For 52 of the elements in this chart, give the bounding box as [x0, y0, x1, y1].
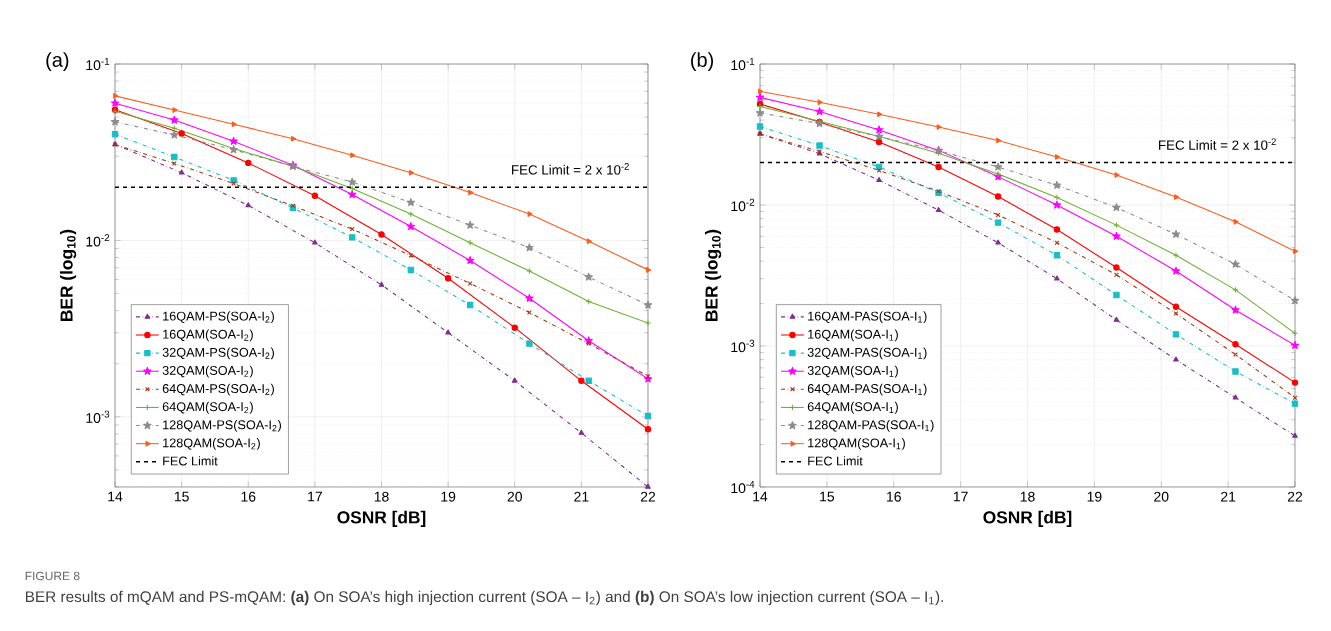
legend-label: 16QAM-PS(SOA-I$_{2}$) — [163, 311, 274, 324]
y-tick-label: 10$^{-3}$ — [731, 339, 755, 353]
caption: FIGURE 8 — [25, 571, 80, 581]
x-tick-label: 14 — [108, 491, 123, 502]
legend-label: 32QAM-PS(SOA-I$_{2}$) — [162, 347, 274, 360]
x-tick-label: 17 — [953, 491, 968, 502]
y-tick-label: 10$^{-2}$ — [86, 234, 110, 247]
legend-label: 32QAM-PAS(SOA-I$_{1}$) — [807, 347, 927, 360]
y-tick-label: 10$^{-1}$ — [86, 57, 110, 71]
y-axis-title: BER (log$_{10}$) — [59, 229, 77, 321]
legend-label: 32QAM(SOA-I$_{2}$) — [162, 365, 253, 378]
x-tick-label: 21 — [574, 491, 589, 502]
x-tick-label: 22 — [1287, 491, 1303, 502]
legend-label: 16QAM(SOA-I$_{1}$) — [808, 329, 898, 342]
x-axis-title: OSNR [dB] — [337, 510, 426, 527]
legend-label: 128QAM-PAS(SOA-I$_{1}$) — [808, 419, 934, 432]
legend-label: 64QAM-PAS(SOA-I$_{1}$) — [807, 383, 927, 396]
x-tick-label: 14 — [753, 491, 768, 502]
x-tick-label: 22 — [640, 491, 656, 502]
x-tick-label: 19 — [441, 491, 456, 502]
y-tick-label: 10$^{-1}$ — [731, 57, 755, 71]
text: BER results of mQAM and PS-mQAM: (a) On SOA’s high injection current (SOA – I$_{2}$) and (b) On SOA’s low injection current (SOA – I$_{1}$). — [25, 590, 943, 606]
x-tick-label: 18 — [1020, 491, 1035, 502]
x-axis-title: OSNR [dB] — [983, 510, 1072, 527]
annotation: FEC Limit = 2 x 10$^{-2}$ — [1159, 138, 1276, 150]
legend-label: 64QAM-PS(SOA-I$_{2}$) — [162, 383, 274, 396]
annotation: FEC Limit = 2 x 10$^{-2}$ — [512, 163, 629, 175]
legend-label: 128QAM(SOA-I$_{1}$) — [808, 438, 905, 450]
legend-label: 64QAM(SOA-I$_{2}$) — [162, 401, 253, 414]
legend-label: 128QAM(SOA-I$_{2}$) — [163, 438, 260, 450]
x-tick-label: 17 — [308, 491, 322, 502]
x-tick-label: 21 — [1221, 491, 1236, 502]
y-axis-title: BER (log$_{10}$) — [704, 229, 722, 321]
legend-label: 128QAM-PS(SOA-I$_{2}$) — [163, 419, 281, 432]
x-tick-label: 20 — [507, 491, 522, 502]
legend-label: 16QAM-PAS(SOA-I$_{1}$) — [808, 311, 927, 324]
legend-label: FEC Limit — [163, 456, 218, 466]
x-tick-label: 16 — [241, 491, 256, 502]
x-tick-label: 20 — [1154, 491, 1169, 502]
chart-title: (b) — [691, 52, 714, 71]
legend-label: FEC Limit — [808, 456, 863, 466]
y-tick-label: 10$^{-2}$ — [731, 198, 755, 212]
x-tick-label: 16 — [887, 491, 901, 502]
x-tick-label: 15 — [820, 491, 835, 502]
legend-label: 16QAM(SOA-I$_{2}$) — [163, 329, 253, 342]
legend-label: 32QAM(SOA-I$_{1}$) — [807, 365, 898, 378]
x-tick-label: 15 — [174, 491, 189, 502]
x-tick-label: 18 — [374, 491, 389, 502]
x-tick-label: 19 — [1087, 491, 1102, 502]
y-tick-label: 10$^{-3}$ — [86, 410, 110, 423]
chart-title: (a) — [46, 52, 69, 71]
legend-label: 64QAM(SOA-I$_{1}$) — [807, 401, 898, 414]
